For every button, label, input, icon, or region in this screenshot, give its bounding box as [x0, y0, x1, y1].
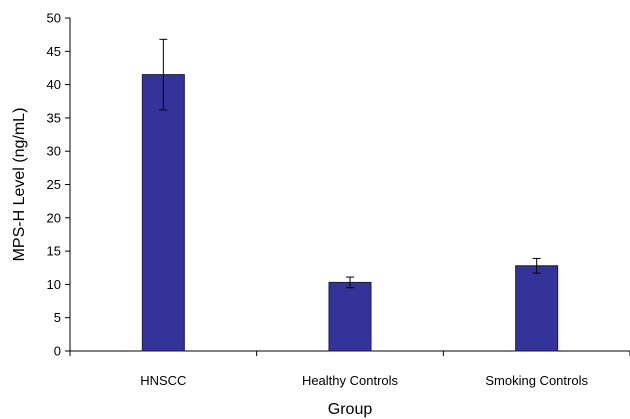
bar [328, 281, 372, 352]
y-axis-ticks: 0 5 10 15 20 25 30 35 40 45 50 [47, 11, 70, 359]
y-tick-label: 0 [54, 344, 61, 359]
bars [141, 74, 559, 352]
bar [515, 265, 559, 352]
x-tick-label: Healthy Controls [302, 373, 399, 388]
error-bar [159, 38, 168, 111]
x-tick-label: Smoking Controls [485, 373, 588, 388]
y-tick-label: 25 [47, 177, 61, 192]
y-tick-label: 5 [54, 310, 61, 325]
y-tick-label: 45 [47, 44, 61, 59]
y-tick-label: 50 [47, 11, 61, 26]
y-tick-label: 40 [47, 77, 61, 92]
error-bar [346, 276, 354, 289]
x-axis-ticks: HNSCC Healthy Controls Smoking Controls [69, 351, 630, 388]
y-tick-label: 30 [47, 144, 61, 159]
y-tick-label: 35 [47, 110, 61, 125]
y-tick-label: 20 [47, 210, 61, 225]
bar [141, 74, 185, 352]
y-tick-label: 10 [47, 277, 61, 292]
error-bars [159, 38, 541, 289]
y-tick-label: 15 [47, 244, 61, 259]
error-bar [532, 257, 541, 274]
x-tick-label: HNSCC [140, 373, 186, 388]
x-axis-title: Group [328, 401, 373, 418]
y-axis-title: MPS-H Level (ng/mL) [11, 108, 28, 262]
